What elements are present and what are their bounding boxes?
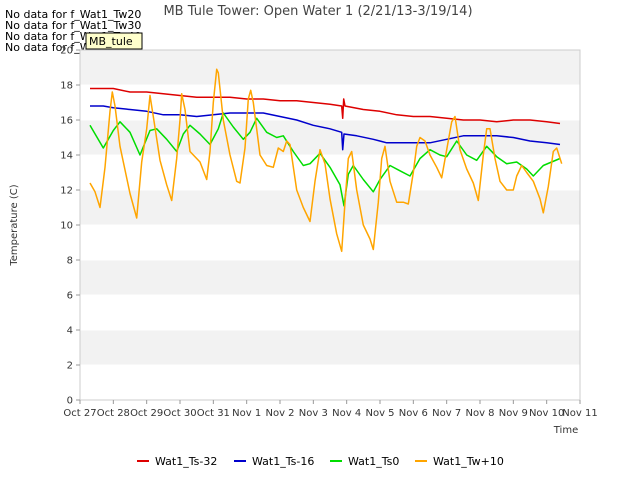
y-axis-label: Temperature (C) (9, 184, 20, 266)
x-tick-label: Oct 30 (163, 408, 196, 419)
x-axis: Oct 27 Oct 28 Oct 29 Oct 30 Oct 31 Nov 1 Nov 2… (63, 400, 598, 419)
x-tick-label: Nov 7 (432, 408, 461, 419)
legend-label: Wat1_Ts0 (348, 455, 399, 468)
x-tick-label: Oct 31 (197, 408, 230, 419)
grid-band (80, 330, 580, 365)
legend-item: Wat1_Tw+10 (415, 455, 504, 468)
y-tick-label: 16 (60, 116, 73, 127)
y-tick-label: 8 (67, 256, 73, 267)
x-tick-label: Nov 8 (465, 408, 494, 419)
tooltip-box (85, 32, 143, 50)
x-tick-label: Nov 11 (562, 408, 597, 419)
x-tick-label: Oct 27 (63, 408, 96, 419)
y-tick-label: 0 (67, 396, 73, 407)
y-tick-label: 6 (67, 291, 73, 302)
x-tick-label: Nov 10 (529, 408, 564, 419)
series-lines (89, 68, 563, 253)
x-tick-label: Nov 1 (232, 408, 261, 419)
y-tick-label: 12 (60, 186, 73, 197)
x-tick-label: Oct 29 (130, 408, 163, 419)
legend-label: Wat1_Tw+10 (433, 455, 504, 468)
x-tick-label: Oct 28 (97, 408, 130, 419)
y-tick-label: 20 (60, 46, 73, 57)
no-data-message: No data for f_Wat1_Tw30 (5, 19, 142, 32)
x-tick-label: Nov 2 (265, 408, 294, 419)
series-line-wat1-tw-10 (89, 68, 563, 253)
y-tick-label: 2 (67, 361, 73, 372)
hover-tooltip: MB_tule (85, 32, 143, 50)
x-tick-label: Nov 4 (332, 408, 361, 419)
plot-background (80, 49, 580, 401)
y-tick-label: 10 (60, 221, 73, 232)
legend-label: Wat1_Ts-32 (155, 455, 217, 468)
y-tick-label: 18 (60, 81, 73, 92)
legend-item: Wat1_Ts-32 (137, 455, 217, 468)
series-line-wat1-ts-16 (90, 105, 561, 151)
legend-item: Wat1_Ts0 (330, 455, 399, 468)
grid-band (80, 50, 580, 85)
y-tick-label: 4 (67, 326, 73, 337)
x-tick-label: Nov 9 (499, 408, 528, 419)
y-axis: 0 2 4 6 8 10 12 14 16 18 20 (60, 46, 80, 407)
legend: Wat1_Ts-32 Wat1_Ts-16 Wat1_Ts0 Wat1_Tw+10 (137, 455, 504, 468)
tooltip-label: MB_tule (89, 35, 133, 48)
x-tick-label: Nov 3 (299, 408, 328, 419)
x-tick-label: Nov 5 (365, 408, 394, 419)
chart-title: MB Tule Tower: Open Water 1 (2/21/13-3/1… (163, 4, 472, 19)
legend-label: Wat1_Ts-16 (252, 455, 314, 468)
x-axis-label: Time (553, 425, 578, 436)
no-data-message: No data for f_Wat1_Tw20 (5, 8, 142, 21)
grid-band (80, 120, 580, 155)
y-tick-label: 14 (60, 151, 73, 162)
grid-band (80, 260, 580, 295)
legend-item: Wat1_Ts-16 (234, 455, 314, 468)
x-tick-label: Nov 6 (399, 408, 428, 419)
